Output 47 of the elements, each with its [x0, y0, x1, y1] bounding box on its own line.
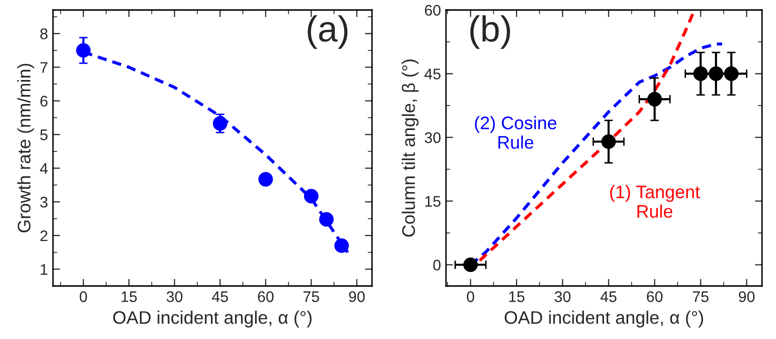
x-tick-label: 75 [304, 291, 320, 302]
x-tick-label: 90 [738, 291, 755, 302]
y-tick-label: 45 [424, 68, 440, 80]
point [76, 43, 91, 58]
y-tick-label: 0 [433, 260, 441, 270]
point [258, 172, 273, 187]
x-tick-label: 45 [212, 291, 228, 302]
x-tick-label: 75 [692, 291, 708, 302]
y-tick-label: 15 [425, 196, 440, 207]
point [463, 257, 478, 272]
x-tick-label: 0 [80, 291, 88, 302]
point [319, 212, 334, 227]
y-tick-label: 6 [40, 96, 48, 107]
point [693, 66, 708, 81]
point [212, 116, 228, 131]
y-tick-label: 7 [40, 62, 48, 73]
y-tick-label: 1 [40, 264, 48, 275]
x-tick-label: 30 [166, 291, 182, 302]
x-axis-title: OAD incident angle, α (°) [504, 310, 704, 328]
point [647, 92, 662, 106]
x-tick-label: 60 [258, 291, 274, 302]
series-label: (1) Tangent Rule [610, 185, 700, 218]
x-tick-label: 15 [509, 291, 524, 302]
x-tick-label: 45 [600, 291, 616, 302]
x-tick-label: 30 [554, 291, 570, 302]
y-axis-title: Growth rate (nm/min) [17, 64, 34, 232]
y-tick-label: 5 [40, 130, 48, 140]
x-axis-title: OAD incident angle, α (°) [113, 310, 312, 328]
x-tick-label: 60 [646, 291, 663, 302]
y-tick-label: 3 [40, 196, 48, 208]
point [334, 238, 349, 253]
x-tick-label: 0 [466, 291, 474, 302]
y-tick-label: 60 [424, 4, 441, 16]
y-tick-label: 4 [40, 163, 48, 174]
y-tick-label: 30 [424, 132, 441, 144]
annotation: (b) [470, 15, 510, 49]
point [304, 188, 319, 204]
point [724, 66, 739, 81]
point [708, 66, 724, 81]
x-tick-label: 90 [349, 291, 365, 302]
y-axis-title: Column tilt angle, β (°) [402, 60, 419, 237]
y-tick-label: 8 [40, 28, 48, 40]
y-tick-label: 2 [40, 230, 48, 242]
x-tick-label: 15 [122, 291, 137, 302]
series-label: (2) Cosine Rule [475, 116, 556, 149]
annotation: (a) [308, 15, 348, 49]
point [601, 134, 616, 149]
